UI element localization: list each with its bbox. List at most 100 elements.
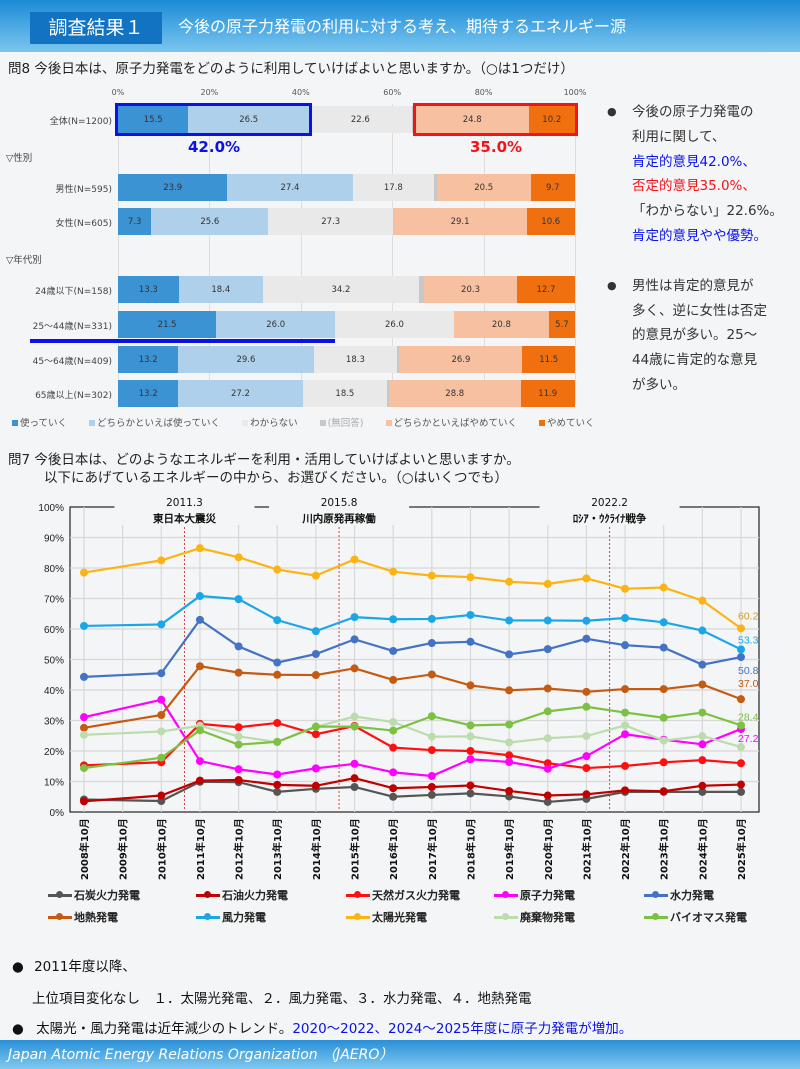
legend-marker-icon — [644, 913, 668, 920]
data-point — [234, 668, 243, 677]
note-text: 的意見が多い。25～ — [632, 327, 758, 344]
legend-item: バイオマス発電 — [644, 909, 747, 925]
legend-label: 風力発電 — [222, 911, 266, 924]
note-text: 44歳に肯定的な意見 — [632, 352, 758, 369]
data-point — [582, 687, 591, 696]
bar-segment: 26.9 — [399, 346, 523, 373]
data-point — [389, 646, 398, 655]
legend-swatch — [12, 420, 18, 426]
data-point — [737, 624, 745, 633]
legend-marker-icon — [48, 891, 72, 898]
gridline — [209, 104, 211, 404]
summary-bullet-2: ● 太陽光・風力発電は近年減少のトレンド。2020～2022、2024～2025… — [12, 1017, 632, 1037]
data-point — [234, 595, 243, 604]
legend-label: 原子力発電 — [520, 889, 575, 902]
data-point — [737, 780, 745, 789]
bar-row: 7.3 25.6 27.3 29.1 10.6 — [118, 208, 575, 235]
data-point — [737, 787, 745, 796]
data-point — [427, 790, 436, 799]
bullet-icon: ● — [607, 278, 617, 292]
data-point — [505, 751, 514, 760]
legend-item: 太陽光発電 — [346, 909, 427, 925]
legend-item: 風力発電 — [196, 909, 266, 925]
data-point — [737, 759, 745, 768]
data-point — [621, 685, 630, 694]
data-point — [582, 752, 591, 761]
bar-segment: 22.6 — [308, 106, 412, 133]
age-25-44-underline — [30, 339, 336, 343]
data-point — [80, 713, 88, 722]
data-point — [543, 764, 552, 773]
row-label: 24歳以下(N=158) — [35, 287, 112, 297]
y-tick-label: 80% — [44, 564, 64, 575]
note-text: 「わからない」22.6%。 — [632, 203, 783, 220]
row-label: 男性(N=595) — [55, 185, 112, 195]
data-point — [157, 797, 166, 806]
bar-segment: 27.4 — [227, 174, 353, 201]
data-point — [621, 786, 630, 795]
data-point — [466, 721, 475, 730]
bar-row: 13.2 27.2 18.5 28.8 11.9 — [118, 380, 575, 407]
y-tick-label: 40% — [44, 686, 64, 697]
x-tick-label: 0% — [111, 88, 125, 97]
negative-total-label: 35.0% — [470, 138, 523, 156]
legend-swatch — [319, 420, 326, 426]
data-point — [505, 738, 514, 747]
data-point — [543, 645, 552, 654]
data-point — [427, 732, 436, 741]
data-point — [659, 758, 668, 767]
legend-item: 石油火力発電 — [196, 887, 288, 903]
bar-segment: 24.8 — [415, 106, 529, 133]
data-point — [466, 789, 475, 798]
bar-segment: 26.5 — [188, 106, 309, 133]
data-point — [350, 774, 359, 783]
data-point — [659, 713, 668, 722]
data-point — [273, 658, 282, 667]
legend-label: 廃棄物発電 — [520, 911, 575, 924]
note-2: ● 男性は肯定的意見が 多く、逆に女性は否定 的意見が多い。25～ 44歳に肯定… — [607, 274, 800, 398]
bar-segment — [397, 346, 400, 373]
end-value-label: 28.4 — [738, 711, 759, 723]
bar-segment: 21.5 — [118, 311, 217, 338]
data-point — [582, 574, 591, 583]
legend-item: 地熱発電 — [48, 909, 118, 925]
y-tick-label: 10% — [44, 778, 64, 789]
event-date: 2011.3 — [166, 497, 203, 509]
row-label: 女性(N=605) — [55, 219, 112, 229]
data-point — [737, 645, 745, 654]
data-point — [234, 553, 243, 562]
data-point — [582, 634, 591, 643]
x-tick-label: 2014年10月 — [310, 818, 323, 880]
bar-segment: 9.7 — [530, 174, 575, 201]
legend-swatch — [385, 420, 392, 426]
legend-item: どちらかといえば使っていく — [89, 415, 220, 429]
data-point — [698, 732, 707, 741]
data-point — [621, 761, 630, 770]
data-point — [659, 583, 668, 592]
summary-text: 2011年度以降、 — [34, 959, 136, 975]
x-tick-label: 80% — [474, 88, 493, 97]
row-label: 全体(N=1200) — [49, 117, 112, 127]
x-tick-label: 2021年10月 — [580, 818, 593, 880]
event-label: ﾛｼｱ・ｳｸﾗｲﾅ戦争 — [573, 512, 647, 525]
bar-segment: 17.8 — [352, 174, 435, 201]
gridline — [118, 104, 119, 404]
bar-segment — [387, 380, 389, 407]
bar-segment: 7.3 — [118, 208, 152, 235]
data-point — [311, 671, 320, 680]
data-point — [737, 653, 745, 662]
bar-row: 21.5 26.0 26.0 20.8 5.7 — [118, 311, 575, 338]
y-tick-label: 20% — [44, 747, 64, 758]
data-point — [157, 620, 166, 629]
data-point — [737, 743, 745, 752]
data-point — [311, 722, 320, 731]
legend-label: わからない — [250, 418, 298, 429]
data-point — [505, 792, 514, 801]
footer: Japan Atomic Energy Relations Organizati… — [0, 1040, 800, 1069]
legend-marker-icon — [494, 891, 518, 898]
bar-segment: 26.0 — [216, 311, 336, 338]
legend-item: 天然ガス火力発電 — [346, 887, 460, 903]
data-point — [273, 770, 282, 779]
q7-question: 問7 今後日本は、どのようなエネルギーを利用・活用していけばよいと思いますか。 — [8, 452, 520, 468]
page-title: 今後の原子力発電の利用に対する考え、期待するエネルギー源 — [178, 17, 627, 36]
